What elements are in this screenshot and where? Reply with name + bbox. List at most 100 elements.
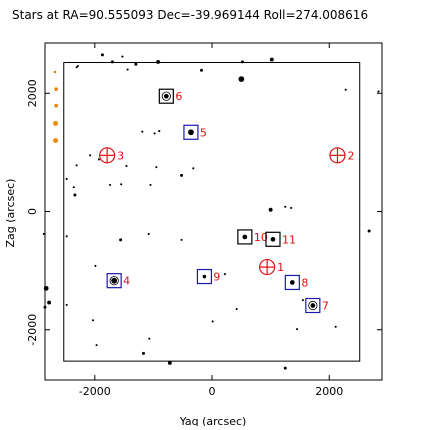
field-star <box>65 177 68 181</box>
field-star <box>367 229 371 233</box>
field-star <box>334 325 337 328</box>
field-star <box>290 206 293 210</box>
catalog-star-label: 6 <box>175 90 182 103</box>
field-star <box>134 62 138 66</box>
field-star <box>119 238 123 242</box>
catalog-star-dot <box>310 303 316 308</box>
catalog-star-box <box>284 274 300 291</box>
ccd-boundary <box>63 62 361 362</box>
field-star <box>155 166 158 169</box>
catalog-star-box <box>158 88 174 104</box>
field-star <box>149 183 152 186</box>
field-star <box>92 319 95 322</box>
catalog-star-box <box>265 231 281 247</box>
x-tick-label: 0 <box>209 385 216 398</box>
field-star <box>76 65 79 68</box>
catalog-star-box <box>196 268 213 285</box>
catalog-star-dot <box>202 274 207 279</box>
field-star <box>65 235 68 238</box>
field-star <box>180 173 184 177</box>
fid-lights: 1 2 3 <box>99 147 354 276</box>
y-tick-label: 0 <box>26 208 39 215</box>
field-star <box>110 60 114 64</box>
field-star <box>97 158 100 161</box>
field-star <box>377 90 380 93</box>
catalog-star-label: 7 <box>322 300 329 313</box>
field-star <box>141 351 145 355</box>
field-star <box>238 76 245 82</box>
field-star <box>241 60 245 64</box>
catalog-star-label: 8 <box>301 276 308 289</box>
field-star <box>167 360 172 365</box>
x-tick-label: 2000 <box>315 385 343 398</box>
orange-star <box>54 103 59 108</box>
catalog-star-box <box>183 124 199 140</box>
catalog-star-label: 4 <box>123 275 130 288</box>
field-star <box>153 132 156 135</box>
catalog-star-dot <box>163 93 169 99</box>
field-star <box>73 193 77 197</box>
x-axis-label: Yaq (arcsec) <box>179 415 247 426</box>
field-star <box>141 130 144 133</box>
catalog-star-label: 5 <box>200 126 207 139</box>
chart-title: Stars at RA=90.555093 Dec=-39.969144 Rol… <box>12 8 368 22</box>
catalog-star-box <box>237 229 253 245</box>
catalog-star-dot <box>270 236 276 242</box>
field-star <box>121 55 124 58</box>
x-tick-label: -2000 <box>79 385 111 398</box>
orange-star <box>53 138 58 144</box>
field-star <box>211 320 214 323</box>
catalog-star-dot <box>111 277 118 284</box>
field-star <box>147 232 150 236</box>
field-star <box>109 183 112 186</box>
ccd-boundary-box <box>63 62 361 362</box>
catalog-star-circle <box>161 91 171 101</box>
field-star <box>148 337 151 340</box>
catalog-star-circle <box>109 276 119 286</box>
catalog-star-circle <box>308 300 318 311</box>
field-star <box>284 205 287 208</box>
field-star <box>344 88 347 91</box>
y-tick-label: 2000 <box>26 79 39 107</box>
field-star <box>125 164 128 168</box>
field-stars <box>42 53 380 370</box>
field-star <box>295 328 299 331</box>
catalog-star-dot <box>289 280 295 285</box>
catalog-star-label: 9 <box>213 271 220 284</box>
catalog-star-box <box>305 297 321 314</box>
orange-star <box>53 70 57 74</box>
field-star <box>95 344 98 347</box>
orange-stars <box>53 70 59 144</box>
y-axis-label: Zag (arcsec) <box>4 179 17 248</box>
field-star <box>283 366 287 370</box>
field-star <box>301 299 304 302</box>
field-star <box>180 238 183 241</box>
field-star <box>120 183 123 186</box>
field-star <box>43 285 49 291</box>
orange-star <box>53 120 58 126</box>
field-star <box>42 232 45 236</box>
field-star <box>199 68 203 72</box>
catalog-star-dot <box>242 234 248 240</box>
axis-ticks: -2000 0 2000 -2000 0 2000 <box>26 43 382 398</box>
field-star <box>269 57 274 62</box>
catalog-star-box <box>106 273 122 289</box>
field-star <box>65 303 68 306</box>
catalog-star-dot <box>188 129 194 136</box>
y-tick-label: -2000 <box>26 314 39 346</box>
field-star <box>75 164 78 167</box>
field-star <box>89 154 92 157</box>
field-star <box>43 305 47 309</box>
field-star <box>156 59 161 64</box>
field-star <box>72 186 75 189</box>
field-star <box>94 264 97 267</box>
field-star <box>268 207 273 212</box>
catalog-stars: 4 5 6 7 8 9 10 11 <box>106 88 329 314</box>
catalog-star-label: 11 <box>282 233 296 246</box>
fid-label: 3 <box>117 149 124 162</box>
fid-label: 1 <box>277 261 284 274</box>
orange-star <box>54 87 59 92</box>
field-star <box>235 308 238 311</box>
